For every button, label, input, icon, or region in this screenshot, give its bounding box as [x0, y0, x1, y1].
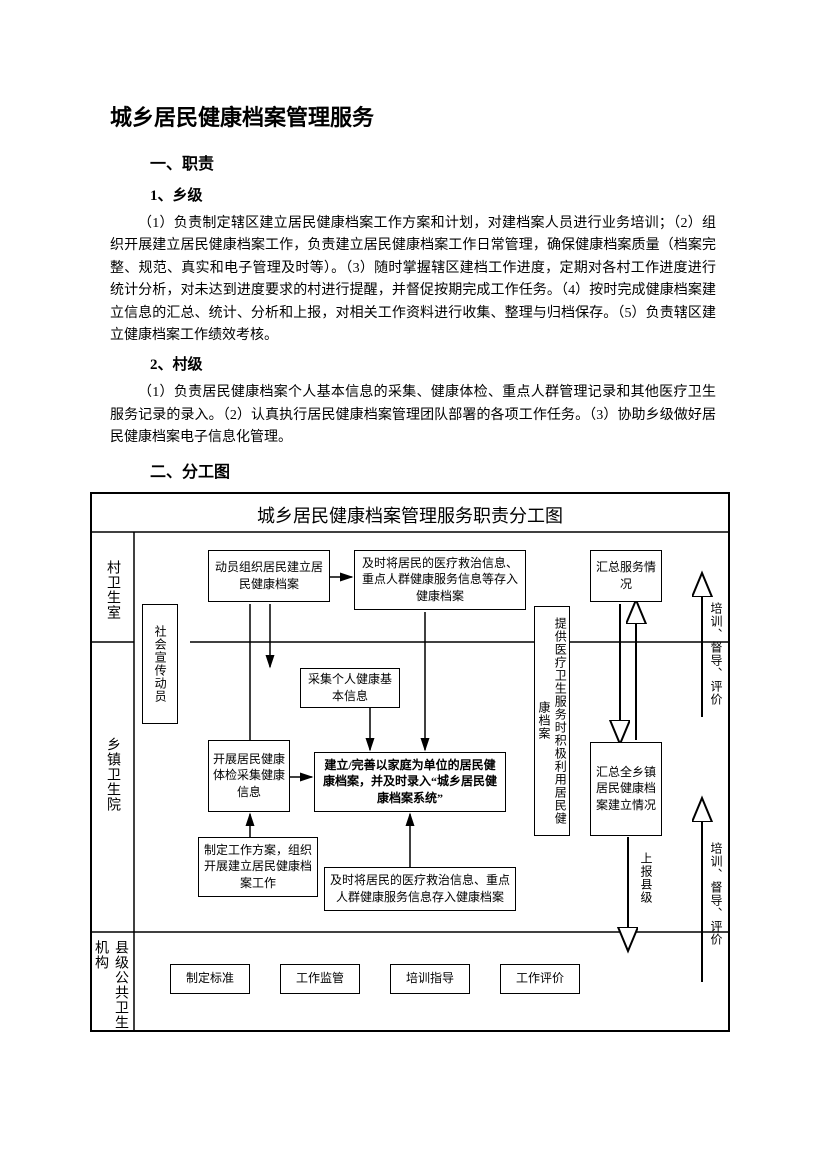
section-1-2: 2、村级 [150, 353, 716, 374]
box-mobilize: 动员组织居民建立居民健康档案 [208, 550, 330, 602]
box-train: 培训指导 [390, 964, 470, 994]
box-build: 建立/完善以家庭为单位的居民健康档案，并及时录入“城乡居民健康档案系统” [314, 752, 506, 812]
box-collect: 采集个人健康基本信息 [300, 668, 400, 708]
box-plan: 制定工作方案，组织开展建立居民健康档案工作 [198, 837, 318, 897]
label-train-eval-2: 培训、督导、评价 [708, 842, 725, 946]
row-label-township: 乡镇卫生院 [102, 737, 122, 812]
box-summary2: 汇总全乡镇居民健康档案建立情况 [590, 742, 662, 836]
box-summary1: 汇总服务情况 [590, 550, 662, 602]
box-exam: 开展居民健康体检采集健康信息 [208, 740, 290, 812]
box-store2: 及时将居民的医疗救治信息、重点人群健康服务信息存入健康档案 [324, 867, 516, 911]
flowchart: 城乡居民健康档案管理服务职责分工图 村卫生室 乡镇卫生院 县级公共卫生机构 社会… [90, 492, 730, 1032]
box-supervise: 工作监管 [280, 964, 360, 994]
diagram-title: 城乡居民健康档案管理服务职责分工图 [90, 502, 730, 528]
box-eval: 工作评价 [500, 964, 580, 994]
box-provide: 提供医疗卫生服务时积极利用居民健康档案 [534, 606, 570, 836]
label-report: 上报县级 [638, 852, 655, 904]
section-1: 一、职责 [150, 150, 716, 174]
section-1-1: 1、乡级 [150, 184, 716, 205]
row-label-county: 县级公共卫生机构 [102, 940, 130, 1032]
paragraph-township: （1）负责制定辖区建立居民健康档案工作方案和计划，对建档案人员进行业务培训；（2… [110, 213, 716, 347]
page-title: 城乡居民健康档案管理服务 [110, 100, 716, 132]
section-2: 二、分工图 [150, 458, 716, 482]
box-store1: 及时将居民的医疗救治信息、重点人群健康服务信息等存入健康档案 [354, 550, 526, 610]
box-standard: 制定标准 [170, 964, 250, 994]
row-label-village: 村卫生室 [102, 560, 122, 620]
label-train-eval-1: 培训、督导、评价 [708, 602, 725, 706]
box-social: 社会宣传动员 [142, 604, 178, 724]
paragraph-village: （1）负责居民健康档案个人基本信息的采集、健康体检、重点人群管理记录和其他医疗卫… [110, 382, 716, 449]
